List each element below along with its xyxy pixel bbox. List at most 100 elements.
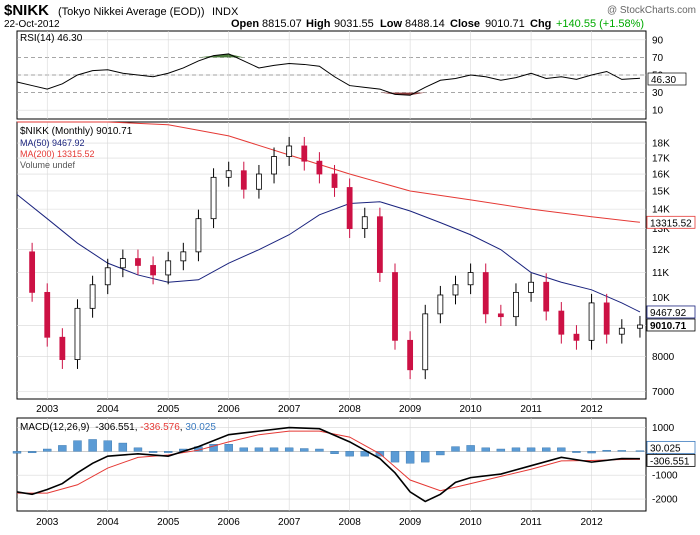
price-title: $NIKK (Monthly) 9010.71 — [20, 126, 133, 137]
macd-histogram-bar — [118, 442, 128, 452]
candle-body — [104, 267, 111, 286]
macd-histogram-bar — [88, 439, 97, 452]
candle-body — [422, 313, 429, 371]
candle-body — [637, 324, 643, 329]
exchange: INDX — [212, 6, 239, 18]
candle-body — [497, 313, 504, 318]
x-axis-bottom: 2003 2004 2005 2006 2007 2008 2009 2010 2011 2012 — [36, 517, 603, 528]
price-tick-label: 11K — [652, 268, 669, 279]
x-tick-label: 2004 — [97, 517, 120, 528]
ma200-end-tag-box — [646, 215, 696, 229]
macd-histogram-bar — [58, 445, 67, 452]
macd-histogram-bar — [73, 440, 82, 452]
macd-histogram-bar — [481, 447, 490, 452]
x-tick-label: 2005 — [157, 517, 180, 528]
open-value: 8815.07 — [262, 18, 302, 30]
rsi-tick-label: 30 — [652, 88, 664, 99]
x-tick-label: 2008 — [339, 517, 362, 528]
macd-end-tag: -306.551 — [650, 456, 690, 467]
x-tick-label: 2011 — [520, 517, 542, 528]
macd-histogram-bar — [224, 444, 233, 452]
legend-volume: Volume undef — [20, 160, 76, 170]
candle-body — [210, 176, 217, 220]
rsi-current-value: 46.30 — [651, 75, 676, 86]
x-tick-label: 2007 — [278, 517, 301, 528]
macd-histogram-bar — [330, 451, 339, 454]
ma50-end-tag: 9467.92 — [650, 308, 687, 319]
close-end-tag: 9010.71 — [650, 321, 687, 332]
ma50-end-tag-box — [646, 305, 696, 319]
candle-body — [603, 302, 610, 335]
watermark: @ StockCharts.com — [607, 5, 696, 16]
price-tick-label: 8000 — [652, 352, 675, 363]
x-tick-label: 2010 — [459, 517, 482, 528]
macd-histogram-bar — [27, 451, 37, 454]
macd-histogram-bar — [148, 451, 158, 453]
macd-legend: MACD(12,26,9) -306.551, -336.576, 30.025 — [20, 422, 216, 433]
close-label: Close — [450, 18, 480, 30]
high-value: 9031.55 — [334, 18, 374, 30]
rsi-tick-label: 90 — [652, 35, 664, 46]
price-end-tags: 13315.52 9467.92 9010.71 — [646, 215, 696, 332]
macd-panel: 10000-1000-2000 MACD(12,26,9) -306.551, … — [12, 417, 696, 512]
macd-histogram-bar — [43, 448, 52, 452]
change-label: Chg — [530, 18, 551, 30]
candle-body — [588, 302, 595, 341]
candle-body — [346, 187, 353, 230]
macd-histogram-bar — [12, 451, 22, 454]
candle-body — [271, 156, 277, 175]
price-tick-label: 12K — [652, 245, 670, 256]
x-tick-label: 2012 — [580, 517, 603, 528]
price-panel: 70008000900010K11K12K13K14K15K16K17K18K … — [16, 121, 696, 400]
macd-histogram-bar — [542, 447, 551, 452]
candle-body — [29, 251, 36, 293]
macd-end-tags: 30.025 -306.551 — [646, 440, 696, 467]
macd-histogram-bar — [511, 447, 521, 452]
candle-body — [437, 294, 444, 315]
low-label: Low — [380, 18, 402, 30]
high-label: High — [306, 18, 331, 30]
macd-histogram-bar — [284, 447, 294, 452]
candle-body — [482, 272, 489, 315]
price-series — [16, 121, 643, 380]
legend-ma200: MA(200) 13315.52 — [20, 149, 95, 159]
candle-body — [256, 173, 262, 190]
macd-label: MACD(12,26,9) — [20, 422, 89, 433]
candle-body — [301, 145, 308, 162]
macd-histogram-bar — [315, 448, 324, 452]
x-axis-middle: 2003 2004 2005 2006 2007 2008 2009 2010 2011 2012 — [36, 404, 603, 415]
candle-body — [543, 281, 550, 312]
macd-hist-end-tag-box — [646, 440, 696, 454]
x-tick-label: 2011 — [520, 404, 542, 415]
candle-body — [240, 170, 247, 190]
macd-histogram-bar — [602, 449, 611, 452]
legend-ma50: MA(50) 9467.92 — [20, 138, 85, 148]
macd-histogram-bar — [526, 447, 536, 452]
macd-hist-value: 30.025 — [185, 422, 216, 433]
macd-histogram-bar — [239, 447, 249, 452]
candle-body — [44, 291, 51, 338]
macd-histogram-bar — [390, 451, 400, 463]
low-value: 8488.14 — [405, 18, 445, 30]
macd-histogram-bar — [572, 451, 581, 453]
macd-hist-end-tag: 30.025 — [650, 443, 681, 454]
candle-body — [195, 218, 202, 253]
rsi-current-box — [647, 72, 687, 86]
rsi-series — [16, 53, 640, 96]
symbol: $NIKK — [4, 2, 49, 19]
rsi-tick-label: 70 — [652, 53, 664, 64]
candle-body — [407, 339, 414, 371]
price-tick-label: 7000 — [652, 387, 675, 398]
close-value: 9010.71 — [485, 18, 525, 30]
rsi-grid — [17, 31, 646, 119]
price-tick-label: 18K — [652, 139, 670, 150]
macd-signal-value: -336.576 — [140, 422, 180, 433]
macd-end-tag-box — [646, 453, 696, 467]
macd-tick-label: 1000 — [652, 423, 675, 434]
macd-series — [12, 426, 645, 503]
price-tick-label: 14K — [652, 205, 670, 216]
rsi-line — [16, 53, 640, 96]
candle-body — [165, 260, 172, 276]
price-tick-label: 17K — [652, 154, 670, 165]
close-end-tag-box — [646, 318, 696, 332]
